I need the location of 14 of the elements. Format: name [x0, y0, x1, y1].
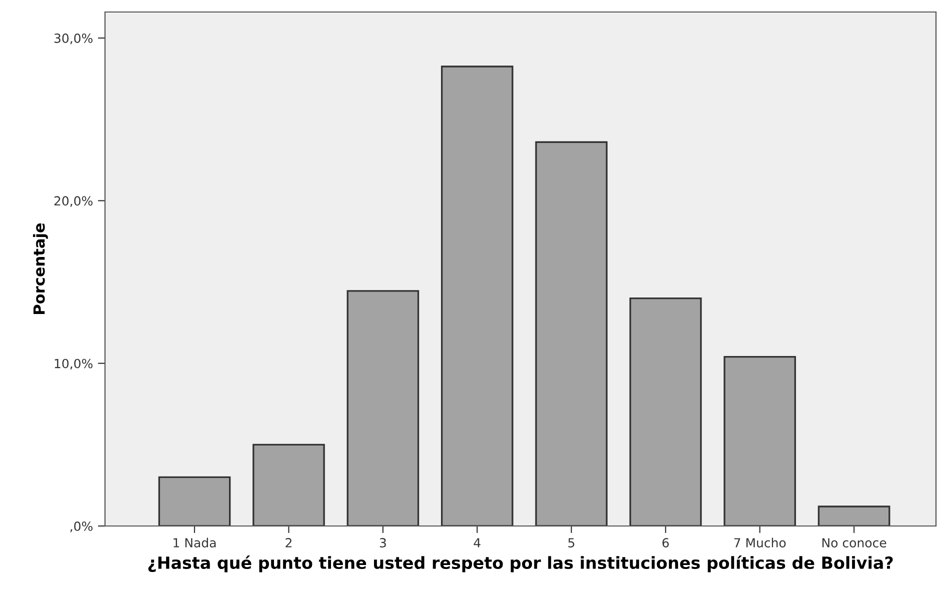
x-tick-label: 4 [474, 538, 480, 548]
x-tick-label: 6 [662, 538, 669, 548]
x-tick-label: 7 Mucho [734, 538, 786, 548]
y-tick-label: ,0% [70, 521, 93, 532]
x-tick-label: 1 Nada [174, 538, 216, 548]
x-tick-label: No conoce [822, 538, 886, 548]
y-tick-label: 30,0% [54, 33, 93, 44]
y-tick-label: 20,0% [54, 196, 93, 207]
x-tick-label: 3 [380, 538, 386, 548]
x-tick-label: 5 [568, 538, 574, 548]
y-tick-label: 10,0% [54, 358, 93, 370]
x-tick-label: 2 [286, 538, 292, 548]
y-axis-title: Porcentaje [33, 223, 48, 314]
x-axis-title: ¿Hasta qué punto tiene usted respeto por las instituciones políticas de Bolivia? [148, 555, 893, 572]
